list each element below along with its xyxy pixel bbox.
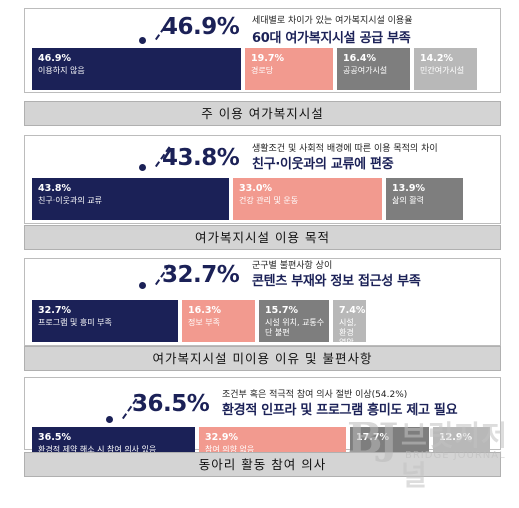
bar-segment: 13.9% 삶의 활력 [386,178,463,220]
segment-category-label: 정보 부족 [188,318,220,327]
watermark-name: 브릿지저널 [401,419,509,492]
chart-headline: 친구·이웃과의 교류에 편중 [252,157,394,172]
bar-segment: 32.7% 프로그램 및 흥미 부족 [32,300,178,342]
segment-value-label: 13.9% [392,183,425,194]
chart-headline: 콘텐츠 부재와 정보 접근성 부족 [252,274,421,289]
segment-category-label: 민간여가시설 [420,66,465,75]
segment-category-label: 건강 관리 및 운동 [239,196,299,205]
bar-segment: 19.7% 경로당 [245,48,333,90]
chart-caption: 주 이용 여가복지시설 [24,101,501,126]
segment-value-label: 16.3% [188,305,221,316]
bar-segment: 16.3% 정보 부족 [182,300,255,342]
segment-value-label: 36.5% [38,432,71,443]
segment-category-label: 경로당 [251,66,274,75]
segment-value-label: 43.8% [38,183,71,194]
bar-segment: 46.9% 이용하지 않음 [32,48,241,90]
chart-headline: 60대 여가복지시설 공급 부족 [252,31,411,46]
watermark-bj-mark: BJ [347,414,398,463]
segment-value-label: 17.7% [356,432,389,443]
segment-value-label: 33.0% [239,183,272,194]
leader-dot [139,37,146,44]
chart-subtitle: 생활조건 및 사회적 배경에 따른 이용 목적의 차이 [252,144,438,154]
watermark-name-en: BRIDGE JOURNAL [405,450,506,461]
bar-segment: 14.2% 민간여가시설 [414,48,477,90]
segment-value-label: 19.7% [251,53,284,64]
segment-value-label: 14.2% [420,53,453,64]
bar-segment: 43.8% 친구·이웃과의 교류 [32,178,229,220]
chart-caption: 여가복지시설 이용 목적 [24,225,501,250]
segment-value-label: 32.7% [38,305,71,316]
segment-category-label: 시설, 환경 열악 [339,318,357,342]
chart-caption: 여가복지시설 미이용 이유 및 불편사항 [24,346,501,371]
highlight-value: 36.5% [132,391,210,417]
segment-value-label: 16.4% [343,53,376,64]
segment-category-label: 환경적 제약 해소 시 참여 의사 있음 [38,445,157,454]
segment-value-label: 32.9% [205,432,238,443]
segment-category-label: 삶의 활력 [392,196,424,205]
bar-segment: 15.7% 시설 위치, 교통수단 불편 [259,300,329,342]
chart-headline: 환경적 인프라 및 프로그램 흥미도 제고 필요 [222,403,458,418]
segment-value-label: 7.4% [339,305,366,316]
segment-category-label: 참여 의향 없음 [205,445,255,454]
bar-segment: 33.0% 건강 관리 및 운동 [233,178,382,220]
leader-dot [106,416,113,423]
segment-category-label: 이용하지 않음 [38,66,85,75]
segment-value-label: 15.7% [265,305,298,316]
chart-subtitle: 조건부 혹은 적극적 참여 의사 절반 이상(54.2%) [222,390,408,400]
chart-caption: 동아리 활동 참여 의사 [24,452,501,477]
segment-value-label: 46.9% [38,53,71,64]
segment-category-label: 친구·이웃과의 교류 [38,196,102,205]
chart-subtitle: 군구별 불편사항 상이 [252,261,333,271]
bar-segment: 7.4% 시설, 환경 열악 [333,300,366,342]
segment-category-label: 프로그램 및 흥미 부족 [38,318,112,327]
bar-segment: 16.4% 공공여가시설 [337,48,410,90]
leader-dot [139,164,146,171]
segment-category-label: 공공여가시설 [343,66,388,75]
segment-category-label: 시설 위치, 교통수단 불편 [265,318,325,337]
highlight-value: 43.8% [162,145,240,171]
watermark-logo: BJ 브릿지저널 BRIDGE JOURNAL [347,412,512,492]
chart-subtitle: 세대별로 차이가 있는 여가복지시설 이용율 [252,16,413,26]
leader-dot [139,282,146,289]
highlight-value: 46.9% [162,14,240,40]
highlight-value: 32.7% [162,262,240,288]
segment-value-label: 12.9% [439,432,472,443]
